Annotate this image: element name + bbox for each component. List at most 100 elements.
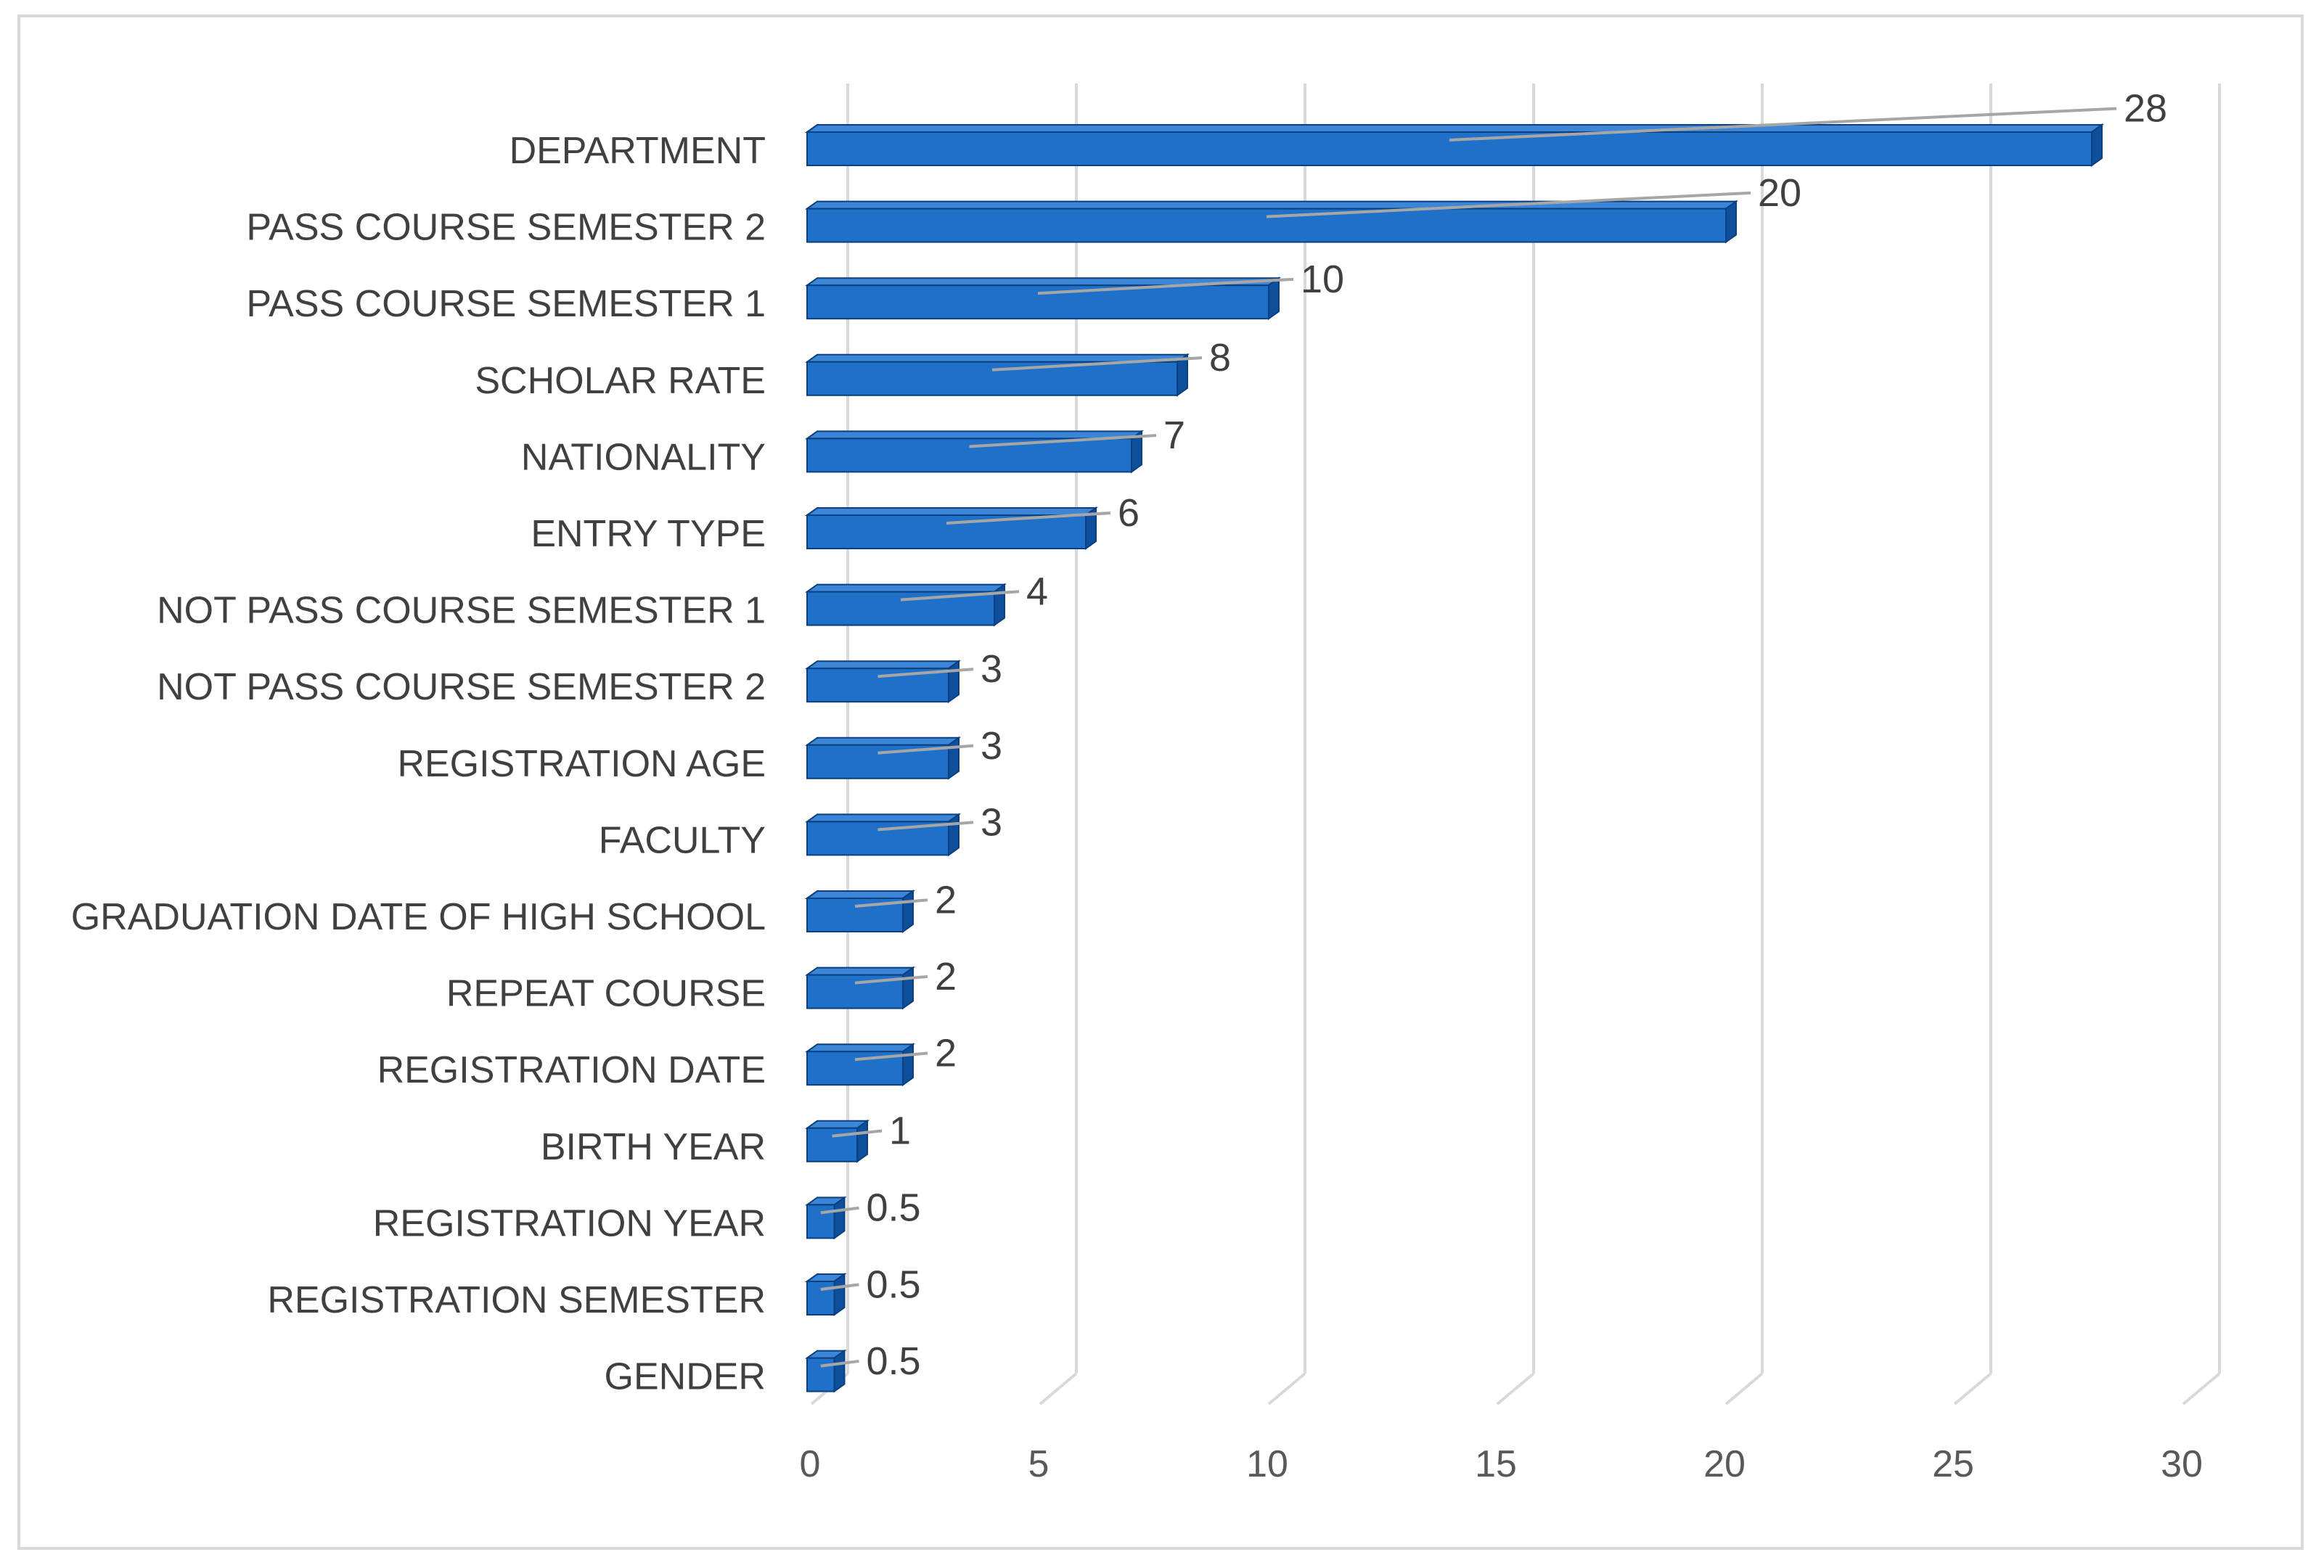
data-label: 3 [981,800,1002,844]
data-label: 7 [1163,414,1185,457]
data-label: 3 [981,724,1002,768]
category-label: NATIONALITY [521,436,766,478]
bar-top-face [804,124,2105,133]
category-label: REGISTRATION AGE [397,743,766,785]
bar-front-face [806,1204,835,1239]
category-label: GENDER [605,1356,766,1398]
category-label: ENTRY TYPE [531,513,766,555]
bar-top-face [804,507,1099,516]
bar-front-face [806,131,2092,166]
bar-registration-date [804,1043,916,1087]
floor-gridline-20 [1724,1372,1764,1405]
data-label: 2 [935,1032,957,1075]
bar-side-face [833,1196,846,1240]
bar-pass-course-semester-1 [804,276,1282,321]
bar-registration-year [804,1196,847,1240]
leader-line [854,1051,928,1062]
x-tick-label-0: 0 [800,1443,821,1485]
bar-repeat-course [804,966,916,1010]
data-label: 28 [2124,87,2167,131]
floor-gridline-30 [2182,1372,2221,1405]
leader-line [832,1129,883,1138]
category-label: REGISTRATION YEAR [373,1202,766,1244]
bar-front-face [806,514,1087,549]
category-label: PASS COURSE SEMESTER 1 [246,283,766,325]
bar-front-face [806,284,1269,320]
data-label: 20 [1758,171,1801,215]
bar-side-face [1131,430,1142,474]
category-label: NOT PASS COURSE SEMESTER 2 [157,666,766,708]
data-label: 0.5 [867,1186,921,1230]
leader-line [900,590,1020,602]
bar-side-face [948,736,960,780]
category-labels: DEPARTMENT PASS COURSE SEMESTER 2 PASS COU… [71,130,766,1398]
bar-front-face [806,208,1727,243]
leader-line [877,821,974,832]
leader-line [1037,277,1294,295]
floor-gridline-15 [1496,1372,1535,1405]
bar-front-face [806,438,1132,473]
x-tick-label-10: 10 [1246,1443,1288,1485]
bar-side-face [948,813,960,857]
leader-line [1449,107,2117,141]
bar-front-face [806,1357,835,1392]
leader-line [877,668,974,678]
bar-birth-year [804,1119,870,1163]
data-label: 4 [1026,570,1048,613]
category-label: REGISTRATION SEMESTER [267,1279,766,1321]
leader-line [820,1359,859,1368]
bar-front-face [806,361,1178,396]
category-label: DEPARTMENT [510,130,766,172]
category-label: NOT PASS COURSE SEMESTER 1 [157,590,766,632]
bar-side-face [1268,276,1280,321]
chart-frame [17,15,2304,1550]
x-axis-ticks: 0 5 10 15 20 25 30 [800,1443,2203,1485]
category-label: GRADUATION DATE OF HIGH SCHOOL [71,896,766,938]
bar-top-face [804,813,962,823]
bar-side-face [902,1043,914,1087]
x-tick-label-25: 25 [1932,1443,1974,1485]
bar-scholar-rate [804,353,1190,397]
bar-side-face [2091,123,2103,167]
floor-gridline-25 [1953,1372,1992,1405]
category-label: FACULTY [599,819,766,861]
bar-side-face [994,583,1005,627]
leader-line [820,1206,859,1215]
bar-nationality [804,430,1145,474]
data-label: 2 [935,955,957,998]
bar-side-face [833,1349,846,1393]
category-label: REGISTRATION DATE [377,1049,766,1091]
category-label: BIRTH YEAR [541,1126,766,1168]
category-label: REPEAT COURSE [446,973,766,1015]
bar-top-face [804,966,916,976]
bar-registration-age [804,736,962,780]
data-label: 10 [1301,258,1344,301]
bar-side-face [856,1119,868,1163]
leader-line [820,1283,859,1291]
bar-top-face [804,1043,916,1053]
data-label: 8 [1209,336,1231,379]
leader-line [877,744,974,755]
x-tick-label-30: 30 [2161,1443,2203,1485]
bar-side-face [948,660,960,704]
bar-front-face [806,1281,835,1315]
leader-line [854,898,928,908]
bar-not-pass-course-semester-1 [804,583,1007,627]
bar-not-pass-course-semester-2 [804,660,962,704]
x-tick-label-5: 5 [1028,1443,1050,1485]
leader-line [991,356,1203,372]
bar-front-face [806,591,995,626]
bar-side-face [833,1273,846,1316]
data-label: 0.5 [867,1339,921,1383]
floor-gridline-10 [1267,1372,1306,1405]
data-label: 6 [1118,491,1140,535]
bar-top-face [804,660,962,670]
data-label: 3 [981,647,1002,691]
leader-line [946,512,1111,525]
leader-line [969,434,1157,448]
bar-side-face [1725,200,1737,244]
x-tick-label-15: 15 [1475,1443,1517,1485]
data-label: 2 [935,878,957,921]
